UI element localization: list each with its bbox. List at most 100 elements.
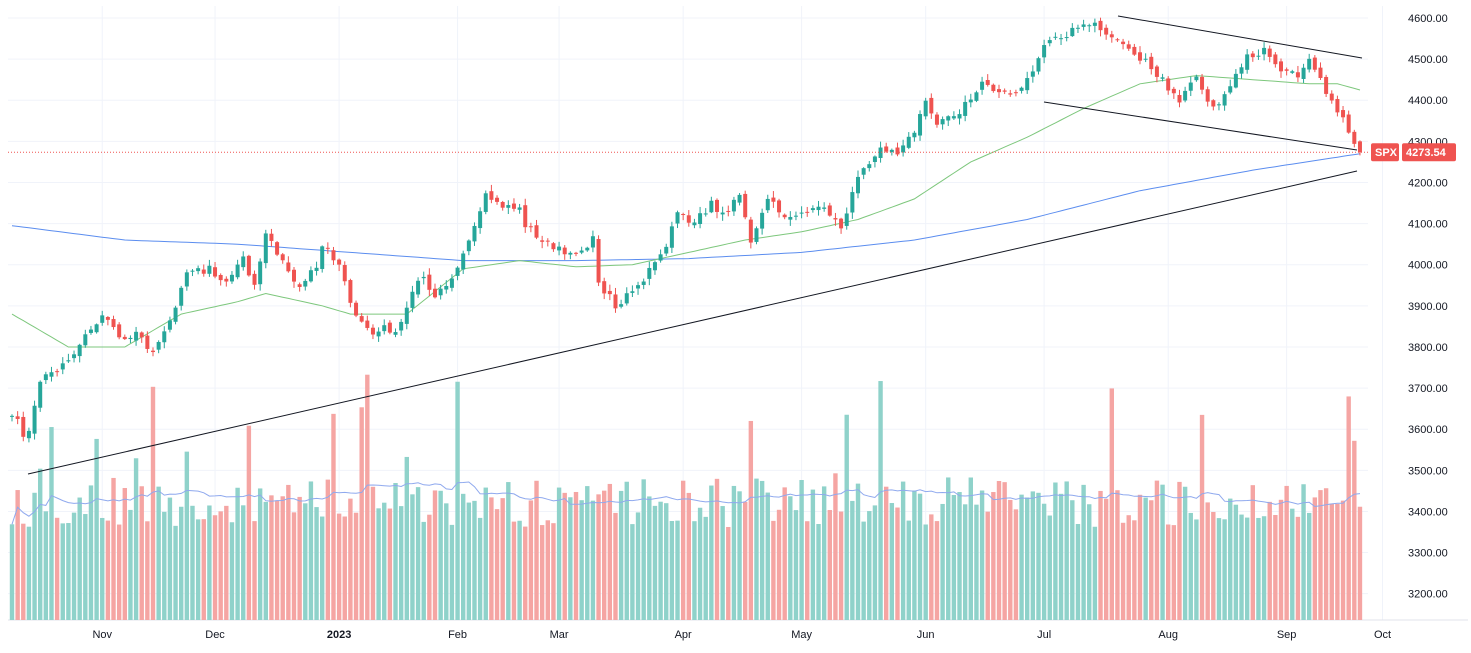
candle-body bbox=[1064, 37, 1069, 39]
candle-body bbox=[1273, 54, 1278, 65]
candle-body bbox=[574, 252, 578, 254]
volume-bar bbox=[173, 525, 178, 620]
candle-body bbox=[1025, 78, 1030, 91]
volume-bar bbox=[658, 501, 663, 620]
y-tick-label: 4100.00 bbox=[1408, 219, 1448, 231]
volume-bar bbox=[252, 521, 257, 620]
volume-bar bbox=[805, 521, 810, 620]
volume-bar bbox=[83, 514, 88, 620]
volume-bar bbox=[771, 520, 776, 620]
volume-bar bbox=[1346, 396, 1351, 620]
volume-bar bbox=[872, 505, 878, 620]
volume-bar bbox=[534, 480, 539, 620]
candle-body bbox=[867, 164, 872, 169]
volume-bar bbox=[539, 525, 545, 620]
volume-bar bbox=[844, 414, 849, 620]
volume-bar bbox=[280, 496, 285, 620]
candle-body bbox=[303, 280, 308, 287]
candle-body bbox=[1194, 76, 1199, 81]
volume-bar bbox=[782, 487, 787, 620]
candle-body bbox=[190, 270, 195, 272]
volume-bar bbox=[680, 480, 686, 620]
candle-body bbox=[38, 381, 43, 408]
volume-bar bbox=[184, 451, 190, 620]
volume-bar bbox=[246, 425, 252, 620]
candle-body bbox=[1126, 44, 1131, 49]
volume-bar bbox=[1256, 517, 1261, 620]
candle-body bbox=[455, 267, 460, 276]
volume-bar bbox=[472, 500, 477, 620]
candle-body bbox=[472, 225, 477, 242]
candle-body bbox=[641, 281, 646, 285]
candle-body bbox=[26, 430, 31, 439]
volume-bar bbox=[212, 515, 218, 620]
candle-body bbox=[1042, 45, 1047, 58]
candle-body bbox=[466, 240, 471, 252]
candle-body bbox=[562, 247, 567, 255]
volume-bar bbox=[528, 500, 534, 620]
volume-bar bbox=[1087, 504, 1092, 620]
volume-bar bbox=[1126, 515, 1131, 620]
y-tick-label: 3600.00 bbox=[1408, 424, 1448, 436]
candle-body bbox=[410, 291, 415, 308]
channel-lower-trendline[interactable] bbox=[1043, 101, 1358, 151]
price-axis[interactable]: 3200.00 3300.00 3400.00 3500.00 3600.00 3700.… bbox=[1408, 13, 1448, 601]
candle-body bbox=[1352, 131, 1357, 144]
candle-body bbox=[1312, 57, 1317, 70]
volume-bar bbox=[568, 497, 573, 620]
volume-bar bbox=[703, 516, 708, 620]
channel-upper-trendline[interactable] bbox=[1117, 15, 1363, 59]
candle-body bbox=[1121, 41, 1126, 45]
volume-bar bbox=[1199, 414, 1205, 620]
candle-body bbox=[833, 218, 838, 220]
time-axis[interactable]: Nov Dec 2023 Feb Mar Apr May Jun Jul Aug Sep Oct bbox=[92, 629, 1391, 641]
y-tick-label: 3800.00 bbox=[1408, 342, 1448, 354]
candle-body bbox=[844, 213, 849, 226]
y-tick-label: 3200.00 bbox=[1408, 589, 1448, 601]
volume-bar bbox=[1233, 504, 1239, 620]
volume-bar bbox=[793, 510, 799, 620]
candle-body bbox=[985, 80, 990, 85]
volume-bar bbox=[1177, 481, 1182, 620]
volume-bar bbox=[602, 490, 607, 620]
volume-bar bbox=[303, 503, 308, 620]
volume-bar bbox=[331, 413, 336, 620]
volume-bar bbox=[1323, 488, 1329, 620]
candle-body bbox=[1036, 58, 1041, 72]
volume-bar bbox=[43, 511, 49, 620]
candle-body bbox=[72, 354, 77, 359]
volume-bar bbox=[1318, 490, 1323, 620]
candle-body bbox=[1211, 100, 1216, 107]
volume-bar bbox=[1205, 502, 1210, 620]
candlestick-series bbox=[10, 17, 1362, 443]
volume-bar bbox=[838, 511, 844, 620]
candle-body bbox=[788, 216, 793, 220]
volume-bar bbox=[387, 508, 393, 620]
volume-bar bbox=[241, 505, 246, 620]
candle-body bbox=[179, 287, 184, 306]
candle-body bbox=[568, 252, 573, 255]
volume-bar bbox=[596, 494, 601, 620]
volume-bar bbox=[348, 498, 353, 620]
rising-support-trendline[interactable] bbox=[27, 170, 1358, 475]
candle-body bbox=[1013, 92, 1018, 94]
volume-bar bbox=[511, 521, 517, 620]
volume-bar bbox=[1301, 484, 1306, 620]
candle-body bbox=[83, 334, 88, 346]
volume-bar bbox=[494, 509, 500, 620]
volume-bar bbox=[274, 500, 280, 620]
x-tick-label: Aug bbox=[1158, 629, 1178, 641]
volume-bar bbox=[1081, 484, 1086, 620]
volume-bar bbox=[833, 473, 838, 620]
candle-body bbox=[1081, 24, 1086, 27]
candle-body bbox=[675, 212, 680, 224]
volume-bar bbox=[506, 482, 511, 620]
candle-body bbox=[1059, 38, 1064, 40]
candle-body bbox=[1324, 76, 1329, 94]
volume-bar bbox=[709, 485, 714, 620]
y-tick-label: 3900.00 bbox=[1408, 301, 1448, 313]
y-tick-label: 4500.00 bbox=[1408, 54, 1448, 66]
candle-body bbox=[1250, 53, 1255, 58]
candle-body bbox=[342, 265, 347, 282]
